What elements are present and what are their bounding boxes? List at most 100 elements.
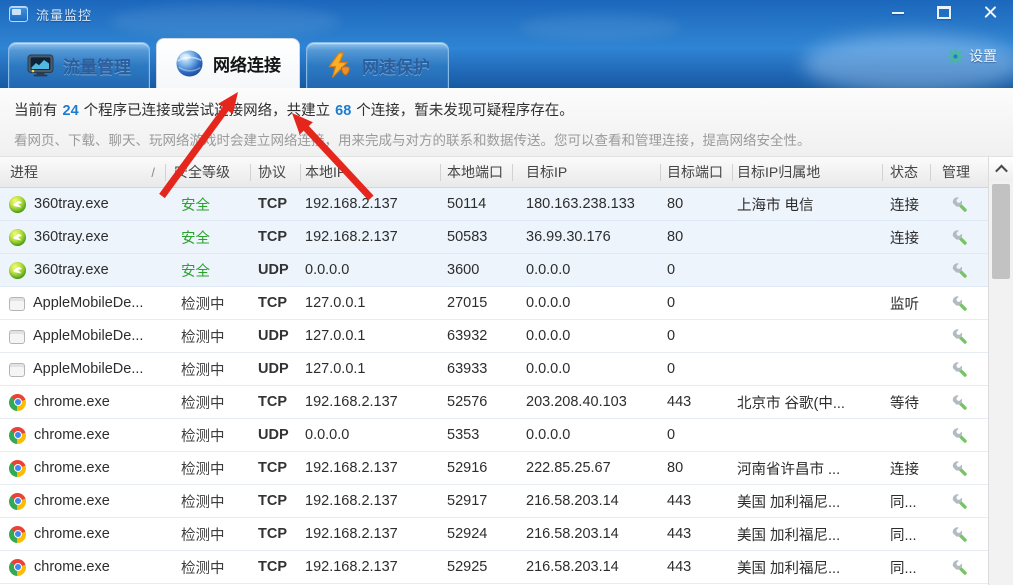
column-header-manage[interactable]: 管理 [930,157,988,188]
local-port-cell: 52925 [447,559,488,575]
close-button[interactable] [975,3,1005,22]
target-ip-cell: 216.58.203.14 [526,493,619,509]
local-ip-cell: 192.168.2.137 [305,526,398,542]
table-row[interactable]: AppleMobileDe... 检测中 UDP 127.0.0.1 63932 0.0.… [0,320,988,353]
protocol-cell: TCP [258,460,287,476]
table-row[interactable]: 360tray.exe 安全 UDP 0.0.0.0 3600 0.0.0.0 0 [0,254,988,287]
tab-label: 流量管理 [63,58,131,77]
protocol-cell: TCP [258,394,287,410]
table-row[interactable]: chrome.exe 检测中 TCP 192.168.2.137 52916 222.85… [0,452,988,485]
manage-wrench-icon[interactable] [951,196,968,213]
column-header-location[interactable]: 目标IP归属地 [732,157,882,188]
table-header: 进程 / 安全等级 协议 本地IP 本地端口 目标IP 目标端口 目标IP归属地… [0,157,988,188]
table-row[interactable]: chrome.exe 检测中 UDP 0.0.0.0 5353 0.0.0.0 0 [0,419,988,452]
manage-cell [930,460,988,477]
local-port-cell: 52924 [447,526,488,542]
manage-cell [930,361,988,378]
table-row[interactable]: chrome.exe 检测中 TCP 192.168.2.137 52917 216.58… [0,485,988,518]
table-row[interactable]: chrome.exe 检测中 TCP 192.168.2.137 52924 216.58… [0,518,988,551]
app-icon [9,6,28,22]
column-label: 目标IP [526,163,568,180]
manage-wrench-icon[interactable] [951,394,968,411]
manage-wrench-icon[interactable] [951,493,968,510]
maximize-button[interactable] [929,3,959,22]
process-cell: AppleMobileDe... [0,328,165,344]
tab-traffic[interactable]: 流量管理 [8,42,150,88]
chrome-icon [9,558,26,576]
column-header-security[interactable]: 安全等级 [165,157,250,188]
tab-connections[interactable]: 网络连接 [156,38,300,88]
target-port-cell: 0 [667,262,676,278]
local-port-cell: 50583 [447,229,488,245]
table-row[interactable]: 360tray.exe 安全 TCP 192.168.2.137 50583 36.99.… [0,221,988,254]
tab-speed[interactable]: 网速保护 [306,42,449,88]
manage-wrench-icon[interactable] [951,295,968,312]
column-label: 协议 [258,163,286,180]
tab-label: 网速保护 [362,58,430,77]
process-cell: AppleMobileDe... [0,361,165,377]
security-cell: 检测中 [181,296,225,313]
table-row[interactable]: AppleMobileDe... 检测中 UDP 127.0.0.1 63933 0.0.… [0,353,988,386]
protocol-cell: TCP [258,295,287,311]
scrollbar[interactable] [988,157,1013,585]
manage-wrench-icon[interactable] [951,559,968,576]
settings-button[interactable]: 设置 [947,46,997,66]
360-icon [9,261,26,279]
monitor-icon [27,54,54,77]
table-row[interactable]: chrome.exe 检测中 TCP 192.168.2.137 52576 203.20… [0,386,988,419]
manage-wrench-icon[interactable] [951,262,968,279]
table-row[interactable]: AppleMobileDe... 检测中 TCP 127.0.0.1 27015 0.0.… [0,287,988,320]
protocol-cell: TCP [258,229,287,245]
local-port-cell: 52916 [447,460,488,476]
table-row[interactable]: 360tray.exe 安全 TCP 192.168.2.137 50114 180.16… [0,188,988,221]
column-header-target-ip[interactable]: 目标IP [512,157,660,188]
scrollbar-thumb[interactable] [992,184,1010,279]
connection-count: 68 [335,103,352,119]
target-ip-cell: 222.85.25.67 [526,460,611,476]
window-title: 流量监控 [36,7,93,23]
column-header-target-port[interactable]: 目标端口 [660,157,732,188]
chrome-icon [9,426,26,444]
table-row[interactable]: chrome.exe 检测中 TCP 192.168.2.137 52925 216.58… [0,551,988,584]
process-cell: chrome.exe [0,459,165,477]
manage-wrench-icon[interactable] [951,526,968,543]
target-port-cell: 80 [667,229,684,245]
sort-indicator[interactable]: / [151,164,155,180]
column-header-process[interactable]: 进程 / [0,157,165,188]
column-header-local-port[interactable]: 本地端口 [440,157,512,188]
process-cell: 360tray.exe [0,261,165,279]
target-ip-cell: 180.163.238.133 [526,196,635,212]
chrome-icon [9,459,26,477]
column-label: 本地端口 [447,163,503,180]
target-ip-cell: 36.99.30.176 [526,229,611,245]
process-name: AppleMobileDe... [33,295,144,311]
manage-wrench-icon[interactable] [951,460,968,477]
generic-app-icon [9,362,25,377]
connections-table: 进程 / 安全等级 协议 本地IP 本地端口 目标IP 目标端口 目标IP归属地… [0,157,988,585]
target-ip-cell: 203.208.40.103 [526,394,627,410]
status-cell: 连接 [890,461,919,478]
security-cell: 检测中 [181,428,225,445]
location-cell: 北京市 谷歌(中... [737,395,845,412]
manage-wrench-icon[interactable] [951,427,968,444]
manage-wrench-icon[interactable] [951,361,968,378]
scroll-up-button[interactable] [989,157,1013,181]
security-cell: 检测中 [181,329,225,346]
generic-app-icon [9,329,25,344]
tab-bar: 流量管理 网络连接 网速保护 [8,38,449,88]
column-header-status[interactable]: 状态 [882,157,930,188]
process-cell: chrome.exe [0,426,165,444]
generic-app-icon [9,296,25,311]
column-header-protocol[interactable]: 协议 [250,157,300,188]
target-port-cell: 80 [667,460,684,476]
process-cell: chrome.exe [0,393,165,411]
manage-wrench-icon[interactable] [951,229,968,246]
manage-wrench-icon[interactable] [951,328,968,345]
minimize-button[interactable] [883,3,913,22]
protocol-cell: UDP [258,427,289,443]
manage-cell [930,427,988,444]
column-header-local-ip[interactable]: 本地IP [300,157,440,188]
process-name: AppleMobileDe... [33,328,144,344]
settings-label: 设置 [969,48,997,64]
local-ip-cell: 192.168.2.137 [305,229,398,245]
